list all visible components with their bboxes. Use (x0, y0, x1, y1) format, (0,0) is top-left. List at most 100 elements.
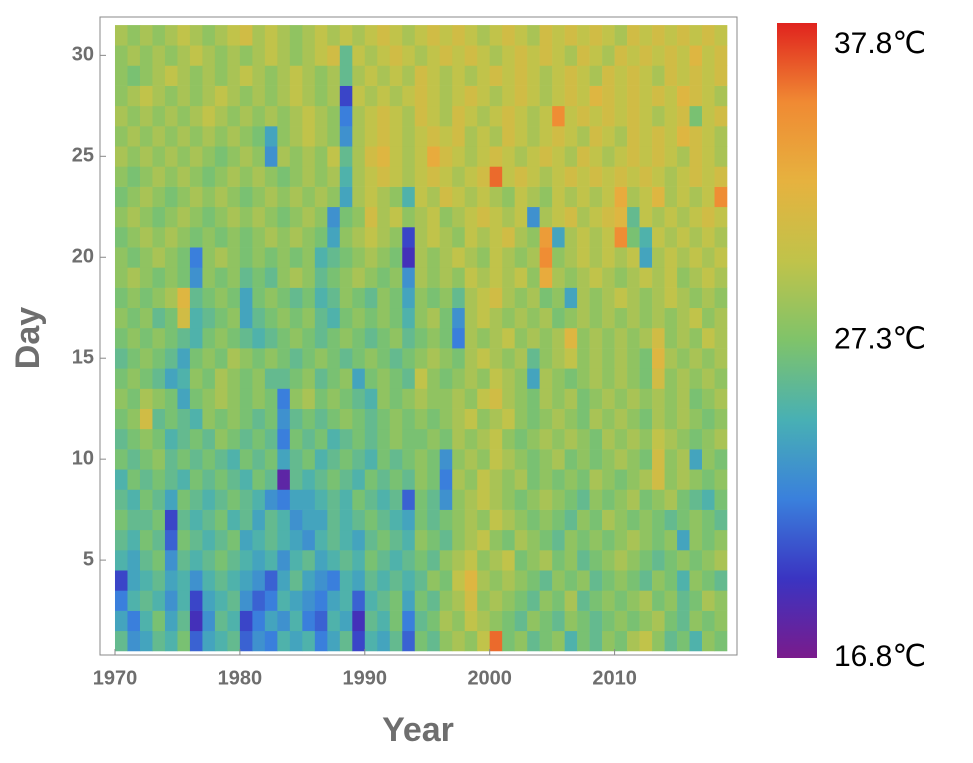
heat-cell (364, 368, 378, 389)
heat-cell (327, 489, 341, 510)
heat-cell (389, 85, 403, 107)
heat-cell (664, 85, 678, 107)
heat-cell (189, 146, 203, 167)
heat-cell (277, 550, 291, 571)
heat-cell (314, 226, 328, 248)
heat-cell (539, 105, 553, 127)
heat-cell (364, 428, 378, 450)
heat-cell (152, 630, 166, 652)
heat-cell (214, 327, 228, 349)
heat-cell (239, 590, 253, 611)
heat-cell (652, 327, 665, 349)
heat-cell (164, 388, 178, 409)
heat-cell (514, 146, 528, 167)
heat-cell (202, 186, 216, 208)
heat-cell (177, 509, 191, 531)
heat-cell (714, 509, 728, 531)
heat-cell (664, 489, 678, 510)
heat-cell (564, 529, 578, 551)
heat-cell (227, 388, 241, 409)
heat-cell (589, 105, 603, 127)
heat-cell (552, 206, 565, 228)
heat-cell (539, 166, 553, 187)
heat-cell (327, 65, 341, 86)
heat-cell (402, 45, 416, 66)
heat-cell (689, 610, 703, 632)
heat-cell (202, 408, 216, 430)
heat-cell (402, 247, 416, 268)
heat-cell (177, 307, 191, 329)
heat-cell (589, 166, 603, 187)
heat-cell (314, 550, 328, 571)
heat-cell (164, 85, 178, 107)
heat-cell (214, 85, 228, 107)
heat-cell (514, 388, 528, 409)
heat-cell (239, 186, 253, 208)
heat-cell (289, 428, 303, 450)
heat-cell (614, 348, 628, 369)
heat-cell (689, 489, 703, 510)
heat-cell (677, 85, 690, 107)
heat-cell (589, 85, 603, 107)
heat-cell (527, 630, 540, 652)
heat-cell (352, 65, 366, 86)
heat-cell (677, 327, 690, 349)
heat-cell (227, 469, 241, 490)
heat-cell (239, 388, 253, 409)
heat-cell (489, 489, 503, 510)
heat-cell (639, 610, 653, 632)
heat-cell (552, 368, 565, 389)
heat-cell (527, 368, 540, 389)
heat-cell (714, 610, 728, 632)
heat-cell (164, 610, 178, 632)
heat-cell (489, 267, 503, 288)
heat-cell (389, 247, 403, 268)
heat-cell (477, 489, 490, 510)
heat-cell (164, 570, 178, 591)
heat-cell (364, 469, 378, 490)
heat-cell (177, 469, 191, 490)
heat-cell (589, 307, 603, 329)
heat-cell (377, 126, 391, 147)
heat-cell (377, 368, 391, 389)
heat-cell (664, 509, 678, 531)
heat-cell (352, 267, 366, 288)
heat-cell (477, 630, 490, 652)
heat-cell (152, 509, 166, 531)
heat-cell (389, 388, 403, 409)
heat-cell (477, 105, 490, 127)
heat-cell (614, 610, 628, 632)
heat-cell (127, 610, 141, 632)
heat-cell (452, 428, 466, 450)
heat-cell (477, 247, 490, 268)
colorbar-label: 37.8℃ (834, 27, 926, 60)
heat-cell (564, 267, 578, 288)
heat-cell (239, 509, 253, 531)
colorbar-label: 27.3℃ (834, 322, 926, 355)
heat-cell (652, 287, 665, 309)
heat-cell (627, 509, 640, 531)
heat-cell (452, 25, 466, 46)
heat-cell (302, 287, 316, 309)
heat-cell (152, 267, 166, 288)
heat-cell (252, 509, 266, 531)
heat-cell (239, 146, 253, 167)
heat-cell (139, 206, 153, 228)
heat-cell (589, 469, 603, 490)
heat-cell (414, 226, 428, 248)
heat-cell (377, 590, 391, 611)
heat-cell (702, 105, 715, 127)
heat-cell (439, 105, 453, 127)
heat-cell (252, 550, 266, 571)
heat-cell (352, 166, 366, 187)
heat-cell (539, 186, 553, 208)
heat-cell (302, 186, 316, 208)
heat-cell (389, 630, 403, 652)
heat-cell (439, 610, 453, 632)
heat-cell (152, 126, 166, 147)
heat-cell (452, 469, 466, 490)
heat-cell (114, 509, 128, 531)
heat-cell (139, 45, 153, 66)
heat-cell (677, 428, 690, 450)
heat-cell (664, 206, 678, 228)
